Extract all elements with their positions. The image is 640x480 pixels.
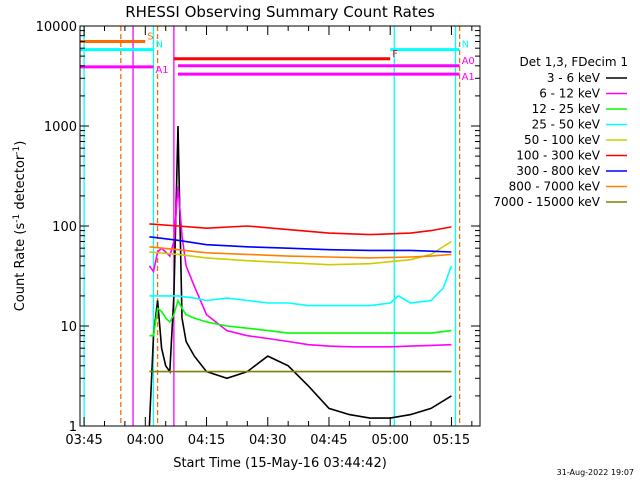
chart-title: RHESSI Observing Summary Count Rates <box>125 3 435 21</box>
y-tick-label: 1 <box>69 420 77 435</box>
state-bar-label: N <box>155 40 162 51</box>
x-tick-label: 04:45 <box>310 433 347 448</box>
series-line <box>149 240 452 266</box>
y-tick-label: 10 <box>60 320 77 335</box>
legend-label: 100 - 300 keV <box>516 149 600 163</box>
y-axis-label-part: ) <box>13 141 28 146</box>
series-line <box>149 265 453 307</box>
y-axis-label-part: Count Rate (s <box>13 223 28 312</box>
series-line <box>149 246 452 259</box>
series-line <box>148 186 452 348</box>
legend-label: 12 - 25 keV <box>532 102 601 116</box>
legend-label: 300 - 800 keV <box>516 164 600 178</box>
x-tick-label: 03:45 <box>65 433 102 448</box>
state-bar-label: A1 <box>155 65 168 76</box>
legend-title: Det 1,3, FDecim 1 <box>520 55 628 69</box>
legend-label: 800 - 7000 keV <box>509 180 601 194</box>
state-bar-label: S <box>147 31 153 42</box>
footer-date: 31-Aug-2022 19:07 <box>557 468 634 477</box>
state-bar-label: A1 <box>462 72 475 83</box>
x-tick-label: 04:30 <box>249 433 286 448</box>
legend-label: 3 - 6 keV <box>547 71 601 85</box>
series-line <box>148 125 452 427</box>
y-axis-label-part: detector <box>13 154 28 214</box>
state-bar-label: A0 <box>462 56 475 67</box>
state-bar-label: F <box>392 49 398 60</box>
vertical-marker-lines <box>83 26 461 426</box>
y-axis-ticks: 1 10 100 1000 10000 <box>36 20 480 435</box>
legend-label: 50 - 100 keV <box>524 133 601 147</box>
legend-label: 6 - 12 keV <box>539 87 601 101</box>
series-lines <box>148 125 453 427</box>
y-axis-label-superscript: -1 <box>12 146 22 155</box>
series-line <box>149 298 452 337</box>
y-tick-label: 10000 <box>36 20 77 35</box>
state-bar-label: N <box>462 40 469 51</box>
series-line <box>149 236 452 253</box>
x-tick-label: 04:15 <box>188 433 225 448</box>
legend-label: 25 - 50 keV <box>532 118 601 132</box>
y-tick-label: 1000 <box>44 120 77 135</box>
y-axis-label-superscript: -1 <box>12 214 22 223</box>
y-axis-label: Count Rate (s-1 detector-1) <box>12 141 28 312</box>
x-tick-label: 04:00 <box>127 433 164 448</box>
plot-frame <box>79 25 481 427</box>
legend-label: 7000 - 15000 keV <box>493 195 600 209</box>
y-tick-label: 100 <box>52 220 77 235</box>
x-tick-label: 05:00 <box>371 433 408 448</box>
x-axis-label: Start Time (15-May-16 03:44:42) <box>173 456 387 471</box>
x-tick-label: 05:15 <box>433 433 470 448</box>
x-axis-ticks: 03:45 04:00 04:15 04:30 04:45 05:00 05:15 <box>65 26 473 448</box>
series-line <box>149 223 452 236</box>
